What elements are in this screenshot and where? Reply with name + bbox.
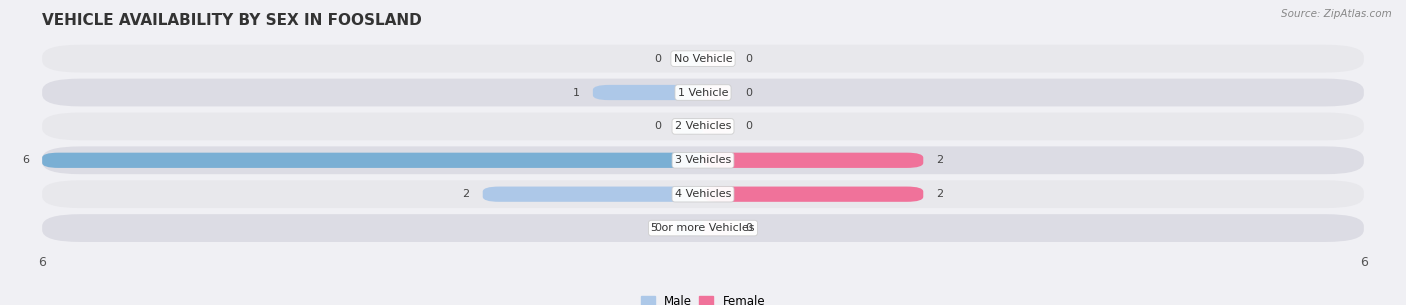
Text: 2: 2 bbox=[936, 155, 943, 165]
FancyBboxPatch shape bbox=[42, 79, 1364, 106]
Text: 2 Vehicles: 2 Vehicles bbox=[675, 121, 731, 131]
Text: 0: 0 bbox=[745, 223, 752, 233]
FancyBboxPatch shape bbox=[42, 45, 1364, 73]
FancyBboxPatch shape bbox=[42, 214, 1364, 242]
Text: 0: 0 bbox=[745, 121, 752, 131]
Text: 2: 2 bbox=[936, 189, 943, 199]
FancyBboxPatch shape bbox=[703, 119, 731, 134]
FancyBboxPatch shape bbox=[675, 119, 703, 134]
Text: 2: 2 bbox=[463, 189, 470, 199]
FancyBboxPatch shape bbox=[703, 187, 924, 202]
FancyBboxPatch shape bbox=[42, 180, 1364, 208]
Text: 0: 0 bbox=[654, 223, 661, 233]
Text: Source: ZipAtlas.com: Source: ZipAtlas.com bbox=[1281, 9, 1392, 19]
FancyBboxPatch shape bbox=[703, 221, 731, 236]
Text: VEHICLE AVAILABILITY BY SEX IN FOOSLAND: VEHICLE AVAILABILITY BY SEX IN FOOSLAND bbox=[42, 13, 422, 28]
FancyBboxPatch shape bbox=[593, 85, 703, 100]
Text: 1: 1 bbox=[572, 88, 579, 98]
Text: 4 Vehicles: 4 Vehicles bbox=[675, 189, 731, 199]
Text: 0: 0 bbox=[654, 54, 661, 64]
FancyBboxPatch shape bbox=[42, 113, 1364, 140]
FancyBboxPatch shape bbox=[482, 187, 703, 202]
FancyBboxPatch shape bbox=[703, 51, 731, 66]
Text: 0: 0 bbox=[654, 121, 661, 131]
Text: No Vehicle: No Vehicle bbox=[673, 54, 733, 64]
Text: 3 Vehicles: 3 Vehicles bbox=[675, 155, 731, 165]
Legend: Male, Female: Male, Female bbox=[636, 290, 770, 305]
FancyBboxPatch shape bbox=[703, 85, 731, 100]
Text: 1 Vehicle: 1 Vehicle bbox=[678, 88, 728, 98]
Text: 5 or more Vehicles: 5 or more Vehicles bbox=[651, 223, 755, 233]
Text: 0: 0 bbox=[745, 54, 752, 64]
Text: 6: 6 bbox=[22, 155, 30, 165]
FancyBboxPatch shape bbox=[42, 146, 1364, 174]
FancyBboxPatch shape bbox=[675, 221, 703, 236]
FancyBboxPatch shape bbox=[703, 153, 924, 168]
Text: 0: 0 bbox=[745, 88, 752, 98]
FancyBboxPatch shape bbox=[42, 153, 703, 168]
FancyBboxPatch shape bbox=[675, 51, 703, 66]
